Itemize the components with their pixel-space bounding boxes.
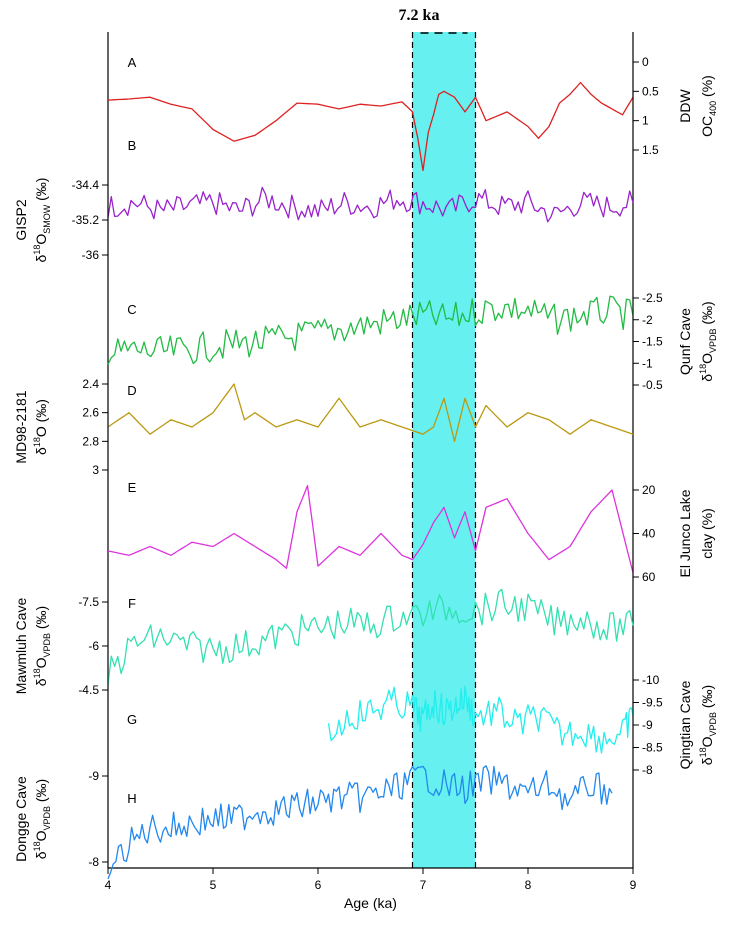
panel-letter-g: G (127, 712, 137, 727)
panel-letter-e: E (128, 480, 137, 495)
series-line-e (107, 484, 634, 573)
y-tick-label: -36 (82, 248, 100, 262)
x-tick-label: 6 (315, 878, 322, 892)
y-tick-label: 1.5 (642, 143, 659, 157)
y-axis-unit-d: δ18O (‰) (32, 399, 49, 455)
y-tick-label: -8.5 (642, 741, 663, 755)
series-line-c (107, 295, 634, 365)
y-tick-label: 40 (642, 527, 656, 541)
panel-letter-h: H (127, 791, 136, 806)
series-line-a (107, 81, 634, 172)
series-layer (107, 81, 634, 880)
y-tick-label: 0.5 (642, 84, 659, 98)
event-band (412, 32, 476, 868)
y-axis-unit-e: clay (%) (699, 508, 715, 559)
y-tick-label: -9 (88, 769, 99, 783)
x-tick-label: 8 (525, 878, 532, 892)
panel-letter-a: A (128, 55, 137, 70)
y-tick-label: 20 (642, 483, 656, 497)
panel-letter-c: C (127, 302, 136, 317)
y-tick-label: -6 (88, 639, 99, 653)
chart-title: 7.2 ka (399, 7, 440, 24)
series-line-f (107, 588, 634, 685)
y-axis-title-b: GISP2 (13, 199, 29, 240)
plot-border (107, 32, 634, 869)
y-axis-unit-h: δ18OVPDB (‰) (32, 779, 52, 859)
panel-letter-b: B (128, 138, 137, 153)
x-tick-label: 7 (420, 878, 427, 892)
panel-letter-f: F (128, 596, 136, 611)
y-tick-label: -35.2 (72, 213, 100, 227)
y-axis-unit-c: δ18OVPDB (‰) (698, 301, 718, 381)
y-axis-title-d: MD98-2181 (13, 390, 29, 463)
y-tick-label: -2.5 (642, 291, 663, 305)
y-tick-label: 0 (642, 55, 649, 69)
event-band-layer (411, 32, 477, 868)
y-tick-label: 2.6 (82, 406, 99, 420)
y-tick-label: 2.8 (82, 434, 99, 448)
y-tick-label: 60 (642, 570, 656, 584)
series-line-g (327, 685, 634, 754)
axis-layer: 4 5 6 7 8 9 0 0.5 1 1.5 -34.4 -35.2 -36 -2.5 -2 -1.5 -1 -… (72, 55, 663, 892)
y-tick-label: 2.4 (82, 377, 99, 391)
y-axis-unit-b: δ18OSMOW (‰) (32, 178, 52, 263)
panel-letter-d: D (127, 383, 136, 398)
series-line-d (107, 383, 634, 442)
y-tick-label: -9.5 (642, 696, 663, 710)
series-line-b (107, 186, 634, 223)
y-axis-unit-g: δ18OVPDB (‰) (698, 685, 718, 765)
x-axis-label: Age (ka) (344, 895, 397, 911)
y-axis-title-c: Qunf Cave (677, 308, 693, 375)
y-tick-label: 3 (92, 463, 99, 477)
plot-frame (107, 32, 634, 869)
y-tick-label: -34.4 (72, 178, 100, 192)
y-axis-unit-f: δ18OVPDB (‰) (32, 606, 52, 686)
y-tick-label: -0.5 (642, 378, 663, 392)
x-tick-label: 9 (630, 878, 637, 892)
y-tick-label: -9 (642, 718, 653, 732)
x-tick-label: 5 (210, 878, 217, 892)
y-axis-title-h: Dongge Cave (13, 776, 29, 862)
y-tick-label: -2 (642, 313, 653, 327)
y-axis-unit-a: OC400 (%) (699, 75, 718, 137)
y-tick-label: 1 (642, 114, 649, 128)
y-axis-title-g: Qingtian Cave (677, 680, 693, 769)
y-tick-label: -1 (642, 356, 653, 370)
y-tick-label: -4.5 (78, 683, 99, 697)
y-axis-title-f: Mawmluh Cave (13, 598, 29, 695)
series-line-h (107, 765, 613, 880)
x-tick-label: 4 (105, 878, 112, 892)
y-axis-title-a: DDW (677, 88, 693, 122)
y-tick-label: -8 (642, 763, 653, 777)
y-tick-label: -7.5 (78, 595, 99, 609)
y-tick-label: -10 (642, 673, 660, 687)
y-tick-label: -8 (88, 855, 99, 869)
label-layer: 7.2 ka Age (ka) A DDW OC400 (%) B GISP2δ18OSMO… (13, 7, 718, 911)
y-axis-title-e: El Junco Lake (677, 489, 693, 577)
y-tick-label: -1.5 (642, 335, 663, 349)
